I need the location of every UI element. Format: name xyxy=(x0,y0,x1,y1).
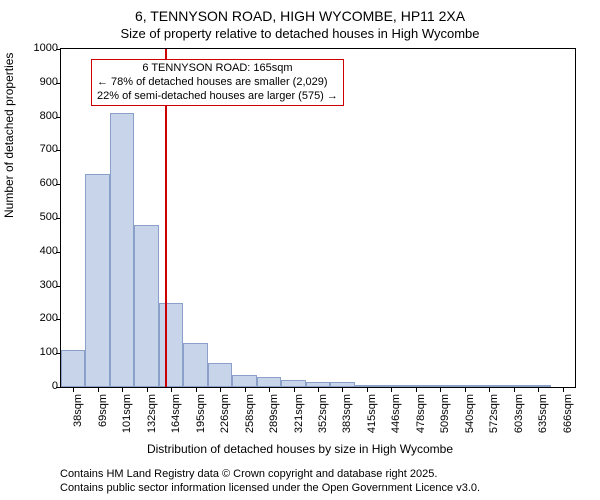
xtick-label: 666sqm xyxy=(562,394,574,434)
xtick-mark xyxy=(269,387,270,392)
ytick-label: 500 xyxy=(40,211,58,223)
histogram-bar xyxy=(257,377,281,387)
xtick-mark xyxy=(489,387,490,392)
xtick-label: 226sqm xyxy=(219,394,231,434)
histogram-bar xyxy=(502,385,526,387)
footer-licence: Contains public sector information licen… xyxy=(60,482,480,494)
xtick-label: 69sqm xyxy=(97,394,109,434)
xtick-label: 289sqm xyxy=(268,394,280,434)
histogram-bar xyxy=(355,385,379,387)
annotation-line3: 22% of semi-detached houses are larger (… xyxy=(97,90,338,104)
ytick-label: 200 xyxy=(40,312,58,324)
xtick-mark xyxy=(391,387,392,392)
chart-subtitle: Size of property relative to detached ho… xyxy=(0,26,600,41)
ytick-label: 900 xyxy=(40,76,58,88)
histogram-bar xyxy=(404,385,428,387)
histogram-bar xyxy=(379,385,403,387)
ytick-label: 300 xyxy=(40,279,58,291)
xtick-label: 101sqm xyxy=(121,394,133,434)
xtick-mark xyxy=(416,387,417,392)
histogram-bar xyxy=(85,174,109,387)
histogram-bar xyxy=(306,382,330,387)
xtick-label: 258sqm xyxy=(244,394,256,434)
xtick-mark xyxy=(538,387,539,392)
histogram-bar xyxy=(428,385,452,387)
xtick-label: 478sqm xyxy=(415,394,427,434)
xtick-label: 603sqm xyxy=(513,394,525,434)
histogram-bar xyxy=(159,303,183,388)
xtick-mark xyxy=(122,387,123,392)
histogram-bar xyxy=(61,350,85,387)
xtick-mark xyxy=(171,387,172,392)
xtick-label: 164sqm xyxy=(170,394,182,434)
annotation-line2: ← 78% of detached houses are smaller (2,… xyxy=(97,76,338,90)
xtick-mark xyxy=(465,387,466,392)
xtick-mark xyxy=(563,387,564,392)
ytick-label: 800 xyxy=(40,110,58,122)
xtick-mark xyxy=(440,387,441,392)
xtick-mark xyxy=(342,387,343,392)
xtick-label: 509sqm xyxy=(439,394,451,434)
xtick-mark xyxy=(514,387,515,392)
chart-title-address: 6, TENNYSON ROAD, HIGH WYCOMBE, HP11 2XA xyxy=(0,8,600,24)
histogram-bar xyxy=(183,343,207,387)
xtick-mark xyxy=(245,387,246,392)
ytick-label: 700 xyxy=(40,143,58,155)
ytick-label: 0 xyxy=(52,380,58,392)
histogram-bar xyxy=(477,385,501,387)
histogram-bar xyxy=(232,375,256,387)
histogram-bar xyxy=(208,363,232,387)
xtick-mark xyxy=(294,387,295,392)
x-axis-label: Distribution of detached houses by size … xyxy=(0,442,600,456)
ytick-label: 100 xyxy=(40,346,58,358)
xtick-label: 446sqm xyxy=(390,394,402,434)
xtick-label: 540sqm xyxy=(464,394,476,434)
ytick-label: 1000 xyxy=(34,42,58,54)
xtick-mark xyxy=(367,387,368,392)
xtick-label: 321sqm xyxy=(293,394,305,434)
annotation-line1: 6 TENNYSON ROAD: 165sqm xyxy=(97,62,338,76)
y-axis-label: Number of detached properties xyxy=(2,53,16,218)
histogram-bar xyxy=(330,382,354,387)
xtick-label: 352sqm xyxy=(317,394,329,434)
xtick-mark xyxy=(318,387,319,392)
histogram-bar xyxy=(526,385,550,387)
xtick-mark xyxy=(220,387,221,392)
footer-copyright: Contains HM Land Registry data © Crown c… xyxy=(60,468,437,480)
xtick-label: 635sqm xyxy=(537,394,549,434)
xtick-label: 195sqm xyxy=(195,394,207,434)
xtick-mark xyxy=(196,387,197,392)
plot-area: 6 TENNYSON ROAD: 165sqm← 78% of detached… xyxy=(60,48,576,388)
annotation-box: 6 TENNYSON ROAD: 165sqm← 78% of detached… xyxy=(91,59,344,106)
xtick-mark xyxy=(147,387,148,392)
histogram-bar xyxy=(134,225,158,387)
xtick-label: 38sqm xyxy=(72,394,84,434)
histogram-bar xyxy=(281,380,305,387)
xtick-label: 383sqm xyxy=(341,394,353,434)
xtick-mark xyxy=(73,387,74,392)
ytick-label: 600 xyxy=(40,177,58,189)
xtick-label: 415sqm xyxy=(366,394,378,434)
ytick-label: 400 xyxy=(40,245,58,257)
xtick-mark xyxy=(98,387,99,392)
histogram-bar xyxy=(110,113,134,387)
histogram-bar xyxy=(453,385,477,387)
xtick-label: 572sqm xyxy=(488,394,500,434)
chart-container: 6, TENNYSON ROAD, HIGH WYCOMBE, HP11 2XA… xyxy=(0,0,600,500)
xtick-label: 132sqm xyxy=(146,394,158,434)
